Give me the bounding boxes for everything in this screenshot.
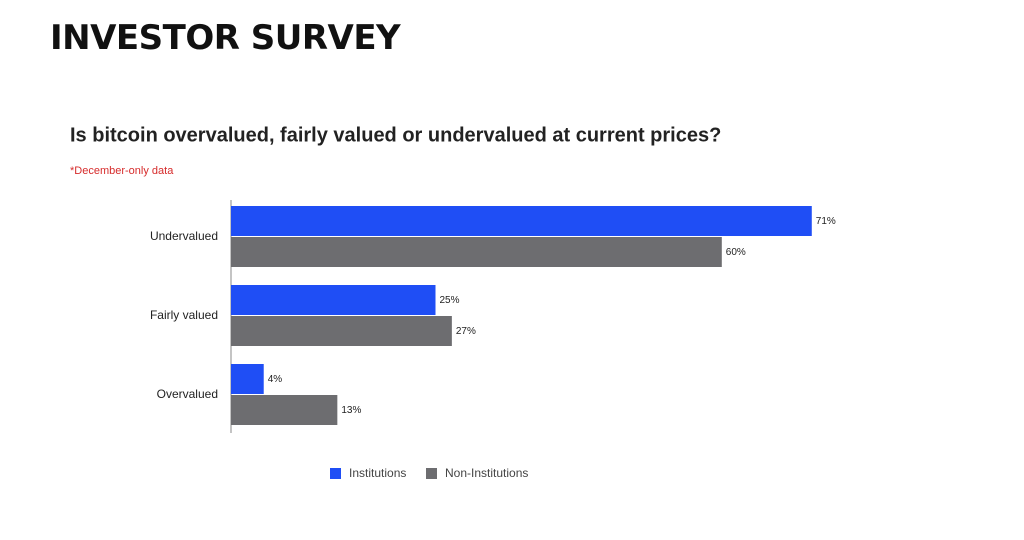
legend-label: Institutions xyxy=(349,466,406,480)
legend-swatch xyxy=(330,468,341,479)
chart-note: *December-only data xyxy=(70,165,174,177)
category-label: Fairly valued xyxy=(150,308,218,322)
bar xyxy=(231,395,338,425)
bar xyxy=(231,206,812,236)
category-label: Undervalued xyxy=(150,229,218,243)
bar xyxy=(231,316,452,346)
value-label: 27% xyxy=(456,326,476,337)
bar xyxy=(231,285,436,315)
value-label: 13% xyxy=(341,405,361,416)
legend-label: Non-Institutions xyxy=(445,466,528,480)
legend-swatch xyxy=(426,468,437,479)
value-label: 60% xyxy=(726,247,746,258)
category-label: Overvalued xyxy=(157,387,218,401)
value-label: 71% xyxy=(816,216,836,227)
value-label: 25% xyxy=(440,295,460,306)
chart-title: Is bitcoin overvalued, fairly valued or … xyxy=(70,124,721,146)
bar xyxy=(231,237,722,267)
bar xyxy=(231,364,264,394)
value-label: 4% xyxy=(268,374,283,385)
page-title: INVESTOR SURVEY xyxy=(50,18,401,58)
